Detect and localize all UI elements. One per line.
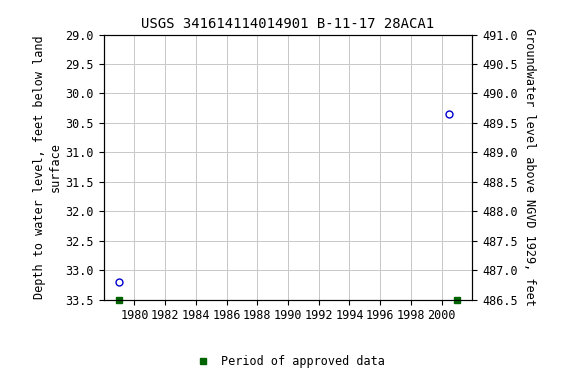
Y-axis label: Depth to water level, feet below land
surface: Depth to water level, feet below land su… (33, 35, 61, 299)
Y-axis label: Groundwater level above NGVD 1929, feet: Groundwater level above NGVD 1929, feet (523, 28, 536, 306)
Legend: Period of approved data: Period of approved data (187, 351, 389, 373)
Title: USGS 341614114014901 B-11-17 28ACA1: USGS 341614114014901 B-11-17 28ACA1 (142, 17, 434, 31)
